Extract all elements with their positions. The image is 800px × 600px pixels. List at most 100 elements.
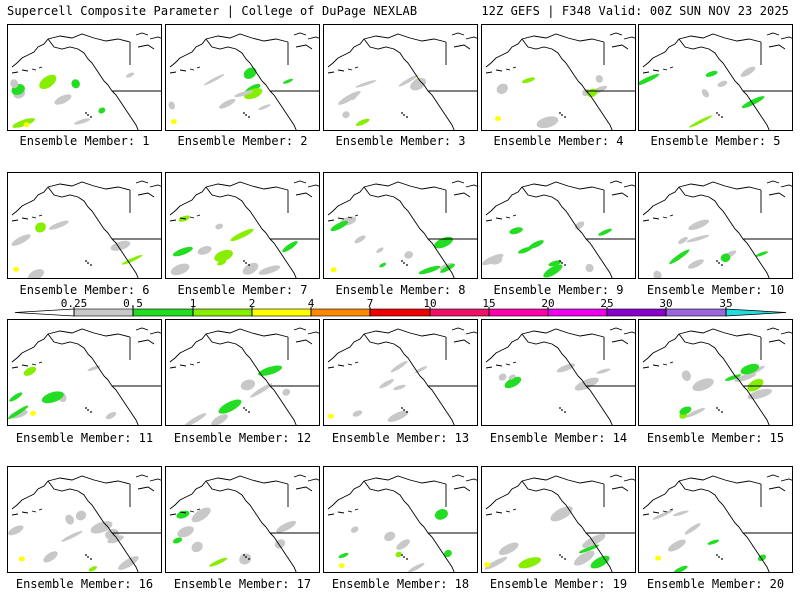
ensemble-panel	[323, 466, 478, 573]
scp-contour-area	[707, 539, 720, 545]
scp-contour-area	[518, 246, 533, 254]
coastline	[678, 33, 762, 43]
coastline	[363, 333, 425, 381]
colorbar-tick-label: 35	[719, 297, 733, 310]
panel-map	[642, 474, 792, 572]
scp-contour-area	[433, 236, 454, 249]
coastline	[642, 508, 674, 516]
scp-contour-area	[681, 370, 691, 382]
ensemble-panel	[481, 466, 636, 573]
scp-contour-area	[484, 562, 491, 568]
coastline	[423, 84, 455, 130]
coastline	[107, 84, 139, 130]
scp-contour-area	[176, 510, 190, 519]
scp-contour-area	[536, 116, 559, 129]
coastline	[11, 480, 49, 510]
coastline	[678, 480, 740, 528]
scp-contour-area	[673, 565, 688, 572]
scp-contour-area	[121, 254, 143, 265]
scp-contour-area	[396, 539, 410, 550]
scp-contour-area	[673, 510, 689, 517]
hawaii-island	[564, 558, 566, 560]
coastline	[766, 180, 792, 198]
hawaii-island	[87, 409, 89, 411]
scp-contour-area	[191, 541, 203, 553]
coastline	[11, 333, 49, 363]
scp-contour-area	[415, 366, 428, 373]
scp-contour-area	[191, 507, 211, 523]
scp-contour-area	[258, 365, 283, 376]
scp-contour-area	[585, 263, 594, 273]
coastline	[363, 475, 447, 485]
coastline	[47, 181, 131, 191]
scp-contour-area	[484, 556, 508, 570]
hawaii-island	[401, 407, 403, 409]
hawaii-island	[406, 411, 408, 413]
colorbar-over-arrow	[725, 308, 787, 317]
scp-contour-area	[687, 259, 704, 269]
ensemble-panel	[323, 24, 478, 131]
scp-contour-area	[482, 253, 504, 266]
ensemble-panel	[7, 172, 162, 279]
scp-contour-area	[258, 104, 271, 110]
scp-contour-area	[518, 557, 542, 569]
coastline	[485, 333, 523, 363]
hawaii-island	[85, 112, 87, 114]
scp-contour-area	[110, 240, 131, 251]
scp-contour-area	[276, 520, 297, 533]
scp-contour-area	[725, 374, 741, 381]
coastline	[451, 180, 477, 198]
hawaii-island	[403, 556, 405, 558]
scp-contour-area	[282, 388, 291, 396]
hawaii-island	[406, 558, 408, 560]
scp-contour-area	[8, 525, 24, 536]
colorbar	[14, 307, 787, 317]
coastline	[485, 186, 523, 216]
colorbar-tick-label: 25	[600, 297, 614, 310]
ensemble-panel	[323, 319, 478, 426]
hawaii-island	[559, 260, 561, 262]
hawaii-island	[559, 407, 561, 409]
scp-contour-area	[330, 220, 349, 232]
ensemble-panel	[481, 319, 636, 426]
coastline	[581, 84, 613, 130]
ensemble-panel	[638, 24, 793, 131]
hawaii-island	[245, 262, 247, 264]
coastline	[678, 181, 762, 191]
coastline	[521, 33, 605, 43]
scp-contour-area	[35, 222, 46, 233]
hawaii-island	[248, 411, 250, 413]
ensemble-member-label: Ensemble Member: 14	[489, 431, 628, 445]
scp-contour-area	[172, 537, 183, 544]
panel-map	[485, 32, 635, 130]
coastline	[205, 328, 289, 338]
ensemble-member-label: Ensemble Member: 16	[15, 577, 154, 591]
scp-contour-area	[355, 118, 370, 126]
scp-contour-area	[574, 377, 599, 391]
colorbar-segment	[429, 308, 490, 317]
ensemble-panel	[481, 24, 636, 131]
ensemble-member-label: Ensemble Member: 10	[646, 283, 785, 297]
coastline	[47, 475, 131, 485]
ensemble-panel	[638, 172, 793, 279]
ensemble-member-label: Ensemble Member: 13	[331, 431, 470, 445]
scp-contour-area	[98, 107, 106, 114]
scp-contour-area	[8, 405, 29, 420]
scp-contour-area	[209, 557, 228, 567]
scp-contour-area	[10, 79, 19, 89]
hawaii-island	[248, 264, 250, 266]
scp-contour-area	[172, 246, 193, 257]
coastline	[11, 214, 43, 222]
scp-contour-area	[495, 116, 501, 121]
scp-contour-area	[219, 99, 236, 109]
colorbar-segment	[251, 308, 312, 317]
scp-contour-area	[211, 414, 228, 425]
ensemble-panel	[323, 172, 478, 279]
hawaii-island	[87, 114, 89, 116]
coastline	[205, 475, 289, 485]
panel-map	[485, 327, 635, 425]
scp-contour-area	[352, 410, 363, 417]
coastline	[609, 32, 635, 50]
scp-contour-area	[354, 235, 366, 244]
scp-contour-area	[701, 89, 710, 98]
